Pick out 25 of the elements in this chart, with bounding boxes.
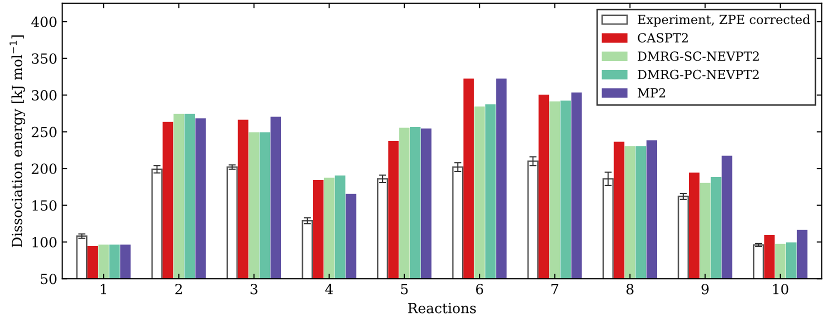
legend-label: MP2: [638, 88, 666, 98]
x-tick-label: 6: [476, 284, 484, 294]
x-tick-label: 7: [552, 284, 558, 294]
x-tick-label: 4: [325, 284, 333, 294]
y-tick-label: 400: [31, 16, 56, 28]
x-tick-label: 2: [175, 284, 182, 294]
legend-label: Experiment, ZPE corrected: [638, 14, 810, 27]
x-tick-label: 1: [100, 284, 106, 294]
x-tick-label: 9: [702, 284, 709, 294]
y-tick-label: 350: [32, 53, 56, 64]
x-axis-title: Reactions: [408, 302, 476, 314]
y-tick-label: 100: [32, 236, 56, 248]
legend-label: DMRG-PC-NEVPT2: [638, 70, 759, 80]
y-tick-label: 300: [32, 90, 56, 101]
y-tick-label: 50: [40, 274, 56, 284]
x-tick-label: 5: [401, 284, 408, 294]
legend-label: DMRG-SC-NEVPT2: [638, 51, 759, 61]
y-axis-title: Dissociation energy [kJ mol$^{−1}$]: [10, 35, 26, 248]
y-tick-label: 200: [32, 164, 56, 174]
x-tick-label: 3: [250, 284, 258, 294]
x-tick-label: 10: [773, 284, 788, 294]
y-tick-label: 250: [32, 126, 56, 138]
legend-label: CASPT2: [638, 33, 688, 43]
x-tick-label: 8: [626, 284, 634, 294]
y-tick-label: 150: [32, 200, 56, 211]
